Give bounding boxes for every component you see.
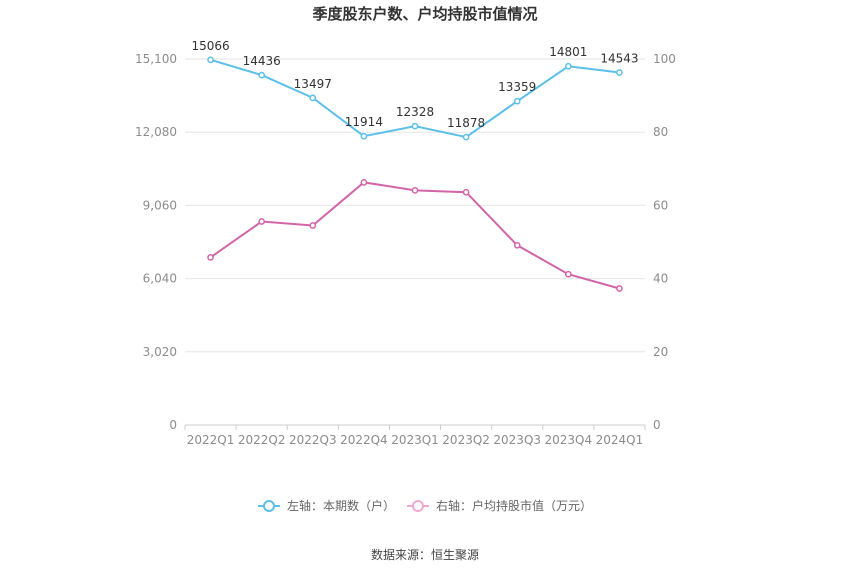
x-tick-label: 2022Q3 <box>289 433 337 447</box>
legend-swatch-marker <box>412 500 424 512</box>
right-axis: 0 20 40 60 80 100 <box>653 52 676 432</box>
x-tick-label: 2023Q3 <box>493 433 541 447</box>
data-point <box>616 285 623 292</box>
data-point <box>309 94 317 102</box>
right-tick-label: 40 <box>653 272 668 286</box>
data-point <box>564 270 572 278</box>
data-point <box>207 254 214 261</box>
x-axis: 2022Q1 2022Q2 2022Q3 2022Q4 2023Q1 2023Q2 2023… <box>184 425 646 447</box>
legend-swatch-marker <box>263 500 275 512</box>
data-label: 14436 <box>243 54 281 68</box>
data-label: 13497 <box>294 77 332 91</box>
left-axis: 0 3,020 6,040 9,060 12,080 15,100 <box>135 52 177 432</box>
left-tick-label: 3,020 <box>143 345 177 359</box>
x-tick-label: 2023Q1 <box>391 433 439 447</box>
x-tick-label: 2022Q4 <box>340 433 388 447</box>
data-label: 15066 <box>191 39 229 53</box>
left-tick-label: 6,040 <box>143 272 177 286</box>
grid <box>185 58 645 426</box>
left-tick-label: 15,100 <box>135 52 177 66</box>
left-tick-label: 9,060 <box>143 198 177 212</box>
data-point <box>411 122 419 130</box>
source-note: 数据来源：恒生聚源 <box>371 547 479 562</box>
x-tick-label: 2023Q4 <box>545 433 593 447</box>
series-layer: 15066 14436 13497 11914 12328 11878 13359 14801… <box>191 39 639 292</box>
data-point <box>411 187 419 194</box>
data-point <box>462 188 470 196</box>
data-point <box>207 56 214 64</box>
data-point <box>513 97 521 105</box>
data-label: 11914 <box>345 115 383 129</box>
data-point <box>258 71 266 79</box>
right-tick-label: 20 <box>653 345 668 359</box>
right-tick-label: 80 <box>653 125 668 139</box>
right-tick-label: 60 <box>653 198 668 212</box>
series-line-1 <box>209 181 620 290</box>
data-label: 13359 <box>498 80 536 94</box>
legend-label[interactable]: 右轴：户均持股市值（万元） <box>436 498 592 513</box>
x-tick-label: 2023Q2 <box>442 433 490 447</box>
data-label: 14543 <box>600 52 638 66</box>
legend-label[interactable]: 左轴：本期数（户） <box>287 498 395 513</box>
data-label: 14801 <box>549 45 587 59</box>
data-label: 12328 <box>396 105 434 119</box>
right-tick-label: 0 <box>653 418 661 432</box>
data-point <box>258 218 266 225</box>
left-tick-label: 0 <box>169 418 177 432</box>
data-point <box>513 241 521 249</box>
chart-title: 季度股东户数、户均持股市值情况 <box>312 5 537 23</box>
x-tick-label: 2022Q2 <box>238 433 286 447</box>
data-point <box>360 178 368 186</box>
data-point <box>616 69 623 76</box>
data-point <box>309 222 317 229</box>
data-point <box>462 133 470 141</box>
data-point <box>360 132 368 140</box>
x-tick-label: 2022Q1 <box>187 433 235 447</box>
data-point <box>564 62 572 70</box>
x-tick-label: 2024Q1 <box>596 433 644 447</box>
right-tick-label: 100 <box>653 52 676 66</box>
legend: 左轴：本期数（户） 右轴：户均持股市值（万元） <box>258 498 592 513</box>
data-label: 11878 <box>447 116 485 130</box>
left-tick-label: 12,080 <box>135 125 177 139</box>
